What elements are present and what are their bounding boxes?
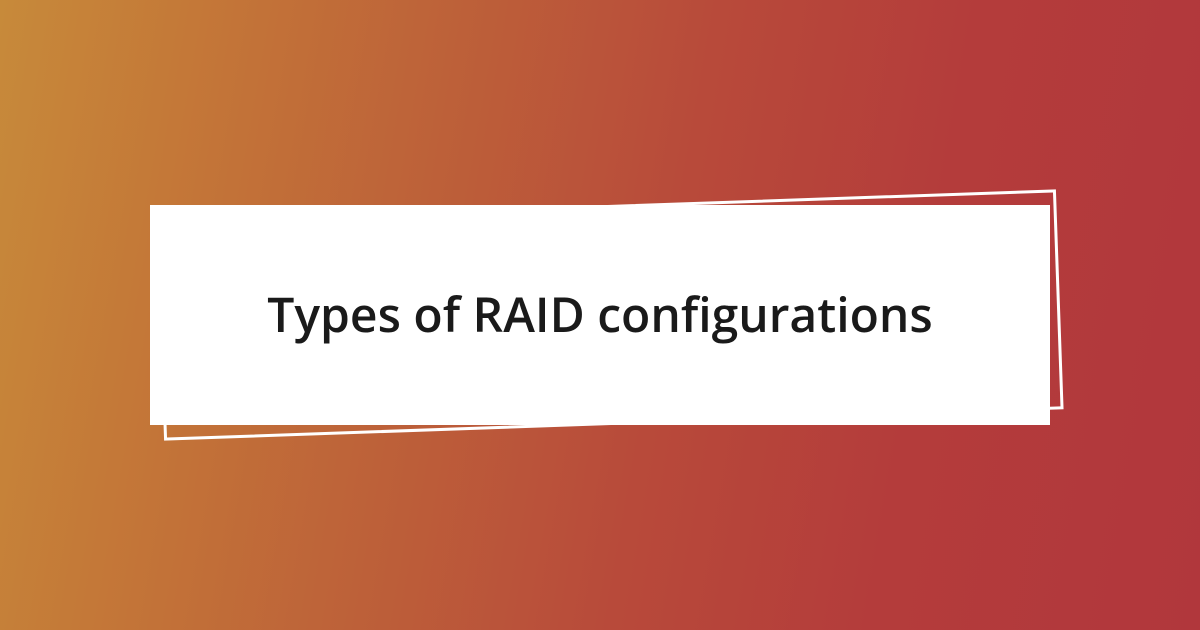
title-card-wrapper: Types of RAID configurations	[150, 205, 1050, 425]
gradient-background: Types of RAID configurations	[0, 0, 1200, 630]
title-card: Types of RAID configurations	[150, 205, 1050, 425]
page-title: Types of RAID configurations	[187, 285, 1013, 345]
